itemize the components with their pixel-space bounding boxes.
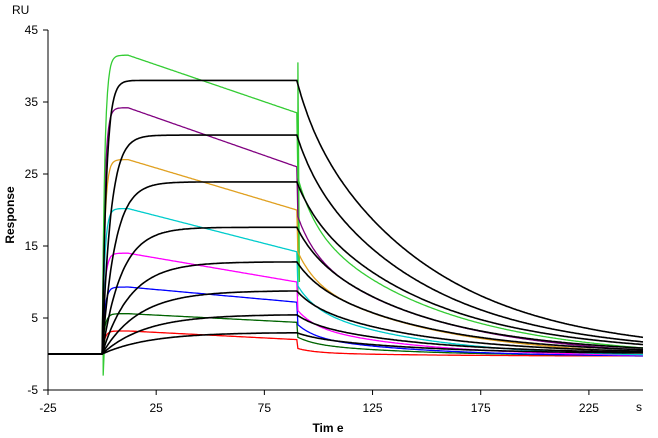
fit-curve-line [48,79,644,355]
data-series-line [48,330,643,357]
x-tick-label: 175 [471,401,491,415]
y-tick-label: 15 [25,239,39,253]
fit-curve-line [48,181,644,355]
x-tick-label: 75 [258,401,272,415]
fit-curve-line [48,332,643,355]
y-tick-label: -5 [27,383,38,397]
y-tick-label: 25 [25,167,39,181]
fit-curve-line [48,261,644,355]
fit-curve-line [48,134,644,355]
fit-curve-line [48,226,643,355]
y-tick-label: 35 [25,95,39,109]
x-tick-label: 125 [363,401,383,415]
plot-lines [48,54,644,376]
data-series-line [48,54,644,355]
y-unit-label: RU [12,3,29,17]
data-series-line [48,158,643,355]
axes [47,30,643,391]
y-tick-label: 5 [31,311,38,325]
x-tick-label: 225 [579,401,599,415]
data-series-line [48,252,644,356]
data-series-line [48,107,644,355]
ticks: -25 25 75 125 175 225 -5 5 15 25 35 45 [25,23,600,415]
y-tick-label: 45 [25,23,39,37]
fit-curve-line [48,313,644,355]
y-axis-title: Response [3,186,17,244]
x-tick-label: 25 [150,401,164,415]
fit-curve-line [48,290,643,355]
x-axis-title: Tim e [312,421,343,435]
x-unit-label: s [636,400,642,414]
x-tick-label: -25 [39,401,57,415]
